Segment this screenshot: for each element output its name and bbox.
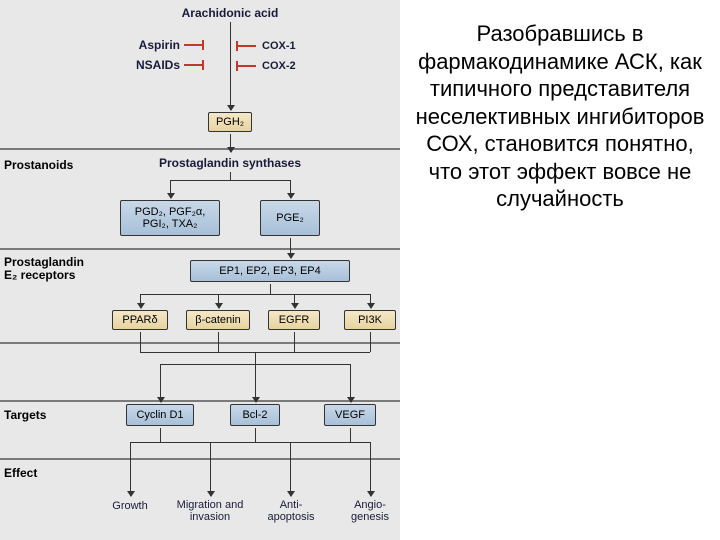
row-label-prostanoids: Prostanoids	[0, 158, 100, 172]
row-label-receptors: Prostaglandin E₂ receptors	[0, 256, 100, 282]
connector	[130, 442, 370, 443]
arrow-icon	[290, 180, 291, 198]
node-pgd-group: PGD₂, PGF₂α, PGI₂, TXA₂	[120, 200, 220, 236]
node-egfr: EGFR	[268, 310, 320, 330]
divider	[0, 248, 400, 250]
node-pgh2: PGH₂	[208, 112, 252, 132]
node-aspirin: Aspirin	[130, 38, 180, 52]
node-cyclind1: Cyclin D1	[126, 404, 194, 426]
arrow-icon	[218, 294, 219, 308]
node-migration: Migration and invasion	[170, 500, 250, 523]
inhibit-aspirin-cox1	[184, 40, 204, 50]
connector	[255, 428, 256, 442]
connector	[230, 172, 231, 180]
node-ppard: PPARδ	[112, 310, 168, 330]
node-bcatenin: β-catenin	[186, 310, 250, 330]
connector	[170, 180, 290, 181]
description-text: Разобравшись в фармакодинамике АСК, как …	[415, 20, 705, 213]
connector	[350, 428, 351, 442]
arrow-icon	[294, 294, 295, 308]
arrow-icon	[350, 364, 351, 402]
node-pi3k: PI3K	[344, 310, 396, 330]
node-bcl2: Bcl-2	[230, 404, 280, 426]
connector	[140, 332, 141, 352]
arrow-icon	[290, 442, 291, 496]
divider	[0, 400, 400, 402]
row-label-effect: Effect	[0, 466, 100, 480]
pathway-diagram: Prostanoids Prostaglandin E₂ receptors T…	[0, 0, 400, 540]
arrow-icon	[170, 180, 171, 198]
divider	[0, 148, 400, 150]
divider	[0, 342, 400, 344]
node-vegf: VEGF	[324, 404, 376, 426]
divider	[0, 458, 400, 460]
arrow-icon	[210, 442, 211, 496]
arrow-icon	[255, 364, 256, 402]
arrow-icon	[160, 364, 161, 402]
arrow-icon	[130, 442, 131, 496]
node-angiogenesis: Angio-genesis	[340, 500, 400, 523]
arrow-icon	[230, 22, 231, 110]
node-pge2: PGE₂	[260, 200, 320, 236]
arrow-icon	[290, 238, 291, 258]
arrow-icon	[370, 294, 371, 308]
node-nsaids: NSAIDs	[130, 58, 180, 72]
connector	[370, 332, 371, 352]
arrow-icon	[140, 294, 141, 308]
connector	[140, 294, 370, 295]
node-arachidonic-acid: Arachidonic acid	[160, 6, 300, 20]
row-label-targets: Targets	[0, 408, 100, 422]
inhibit-cox2-arrow: COX-2	[236, 60, 296, 72]
node-synthase: Prostaglandin synthases	[140, 156, 320, 170]
inhibit-cox1-arrow: COX-1	[236, 40, 296, 52]
arrow-icon	[230, 134, 231, 152]
description-panel: Разобравшись в фармакодинамике АСК, как …	[400, 0, 720, 540]
connector	[160, 428, 161, 442]
node-antiapoptosis: Anti-apoptosis	[258, 500, 324, 523]
node-ep-receptors: EP1, EP2, EP3, EP4	[190, 260, 350, 282]
connector	[270, 284, 271, 294]
connector	[255, 352, 256, 364]
inhibit-nsaids-cox2	[184, 60, 204, 70]
arrow-icon	[370, 442, 371, 496]
connector	[218, 332, 219, 352]
connector	[294, 332, 295, 352]
node-growth: Growth	[105, 500, 155, 512]
